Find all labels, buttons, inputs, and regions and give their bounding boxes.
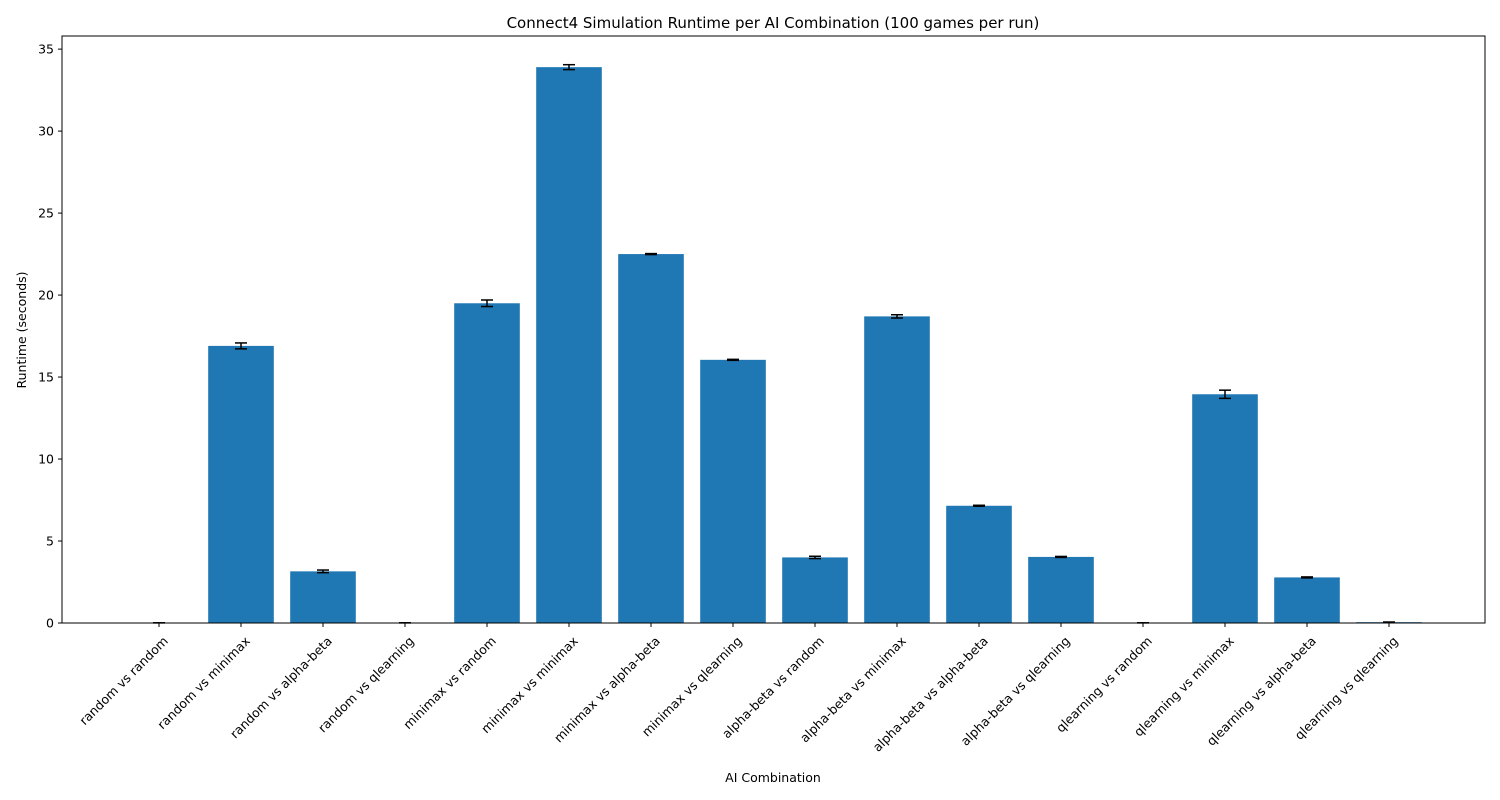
chart-title: Connect4 Simulation Runtime per AI Combi… (507, 14, 1040, 32)
y-tick-label: 0 (46, 616, 54, 631)
error-bar-alpha-beta-vs-qlearning (1055, 555, 1067, 559)
y-tick-label: 25 (38, 206, 54, 221)
bar-qlearning-vs-alpha-beta (1274, 577, 1340, 623)
error-bar-alpha-beta-vs-random (809, 555, 821, 560)
bar-alpha-beta-vs-random (782, 557, 848, 623)
x-axis-label: AI Combination (725, 770, 821, 785)
bar-minimax-vs-alpha-beta (618, 254, 684, 623)
bar-alpha-beta-vs-alpha-beta (946, 505, 1012, 623)
y-tick-label: 15 (38, 370, 54, 385)
error-bar-minimax-vs-random (481, 299, 493, 308)
error-bar-minimax-vs-qlearning (727, 358, 739, 362)
error-bar-qlearning-vs-alpha-beta (1301, 576, 1313, 579)
bar-alpha-beta-vs-minimax (864, 316, 930, 623)
bar-qlearning-vs-minimax (1192, 394, 1258, 623)
error-bar-alpha-beta-vs-alpha-beta (973, 504, 985, 508)
error-bar-random-vs-minimax (235, 342, 247, 350)
bar-minimax-vs-qlearning (700, 359, 766, 623)
error-bar-alpha-beta-vs-minimax (891, 313, 903, 319)
bar-minimax-vs-random (454, 303, 520, 623)
y-tick-label: 30 (38, 124, 54, 139)
bar-minimax-vs-minimax (536, 67, 602, 624)
error-bar-minimax-vs-alpha-beta (645, 252, 657, 256)
error-bar-minimax-vs-minimax (563, 63, 575, 71)
bar-random-vs-alpha-beta (290, 571, 356, 623)
plot-frame (61, 35, 1486, 624)
error-bar-random-vs-alpha-beta (317, 569, 329, 574)
y-tick-label: 10 (38, 452, 54, 467)
bars-group (126, 67, 1422, 624)
y-axis-label: Runtime (seconds) (14, 271, 29, 388)
y-tick-label: 5 (46, 534, 54, 549)
y-tick-label: 35 (38, 42, 54, 57)
y-axis: 0 5 10 15 20 25 30 35 (38, 42, 62, 631)
bar-random-vs-minimax (208, 345, 274, 623)
bar-alpha-beta-vs-qlearning (1028, 556, 1094, 623)
error-bar-qlearning-vs-minimax (1219, 389, 1231, 400)
y-tick-label: 20 (38, 288, 54, 303)
